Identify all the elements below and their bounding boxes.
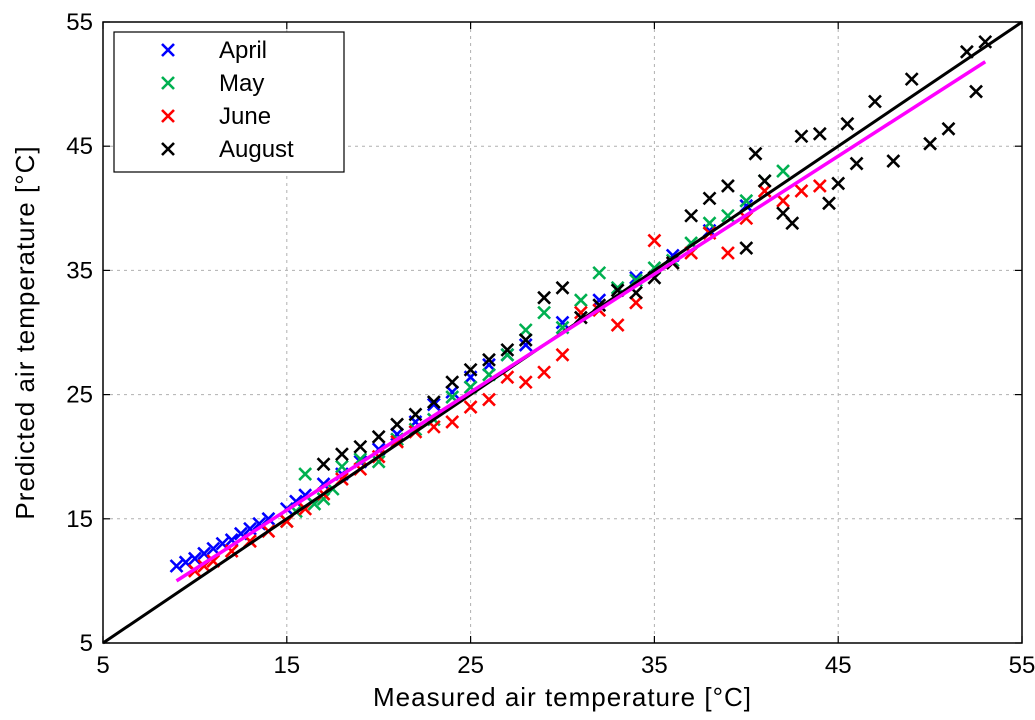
legend-box xyxy=(113,31,345,173)
series-august xyxy=(316,34,993,472)
x-tick-label: 45 xyxy=(825,652,852,679)
data-point xyxy=(537,305,552,320)
data-point xyxy=(721,246,735,260)
legend-marker xyxy=(161,142,175,156)
y-axis-label: Predicted air temperature [°C] xyxy=(10,145,40,519)
data-point xyxy=(748,146,763,161)
data-point xyxy=(555,280,570,295)
y-tick-label: 15 xyxy=(66,506,93,533)
data-point xyxy=(518,323,533,337)
y-tick-label: 25 xyxy=(66,382,93,409)
data-point xyxy=(721,179,735,193)
data-point xyxy=(206,541,221,556)
data-point xyxy=(573,293,588,308)
data-point xyxy=(408,407,423,422)
data-point xyxy=(629,295,643,310)
data-point xyxy=(904,72,919,87)
grid xyxy=(103,22,1022,643)
data-point xyxy=(941,121,956,136)
data-point xyxy=(822,196,836,211)
series-april xyxy=(169,198,754,573)
data-point xyxy=(537,290,552,305)
data-point xyxy=(610,318,625,332)
data-point xyxy=(849,156,864,171)
data-point xyxy=(353,452,368,467)
data-point xyxy=(776,193,790,208)
data-point xyxy=(518,333,533,347)
x-tick-label: 25 xyxy=(457,652,484,679)
y-tick-label: 35 xyxy=(66,257,93,284)
data-point xyxy=(969,84,983,99)
data-point xyxy=(445,415,460,429)
data-point xyxy=(794,183,809,198)
data-point xyxy=(482,392,496,407)
x-tick-label: 55 xyxy=(1009,652,1035,679)
x-tick-label: 5 xyxy=(96,652,109,679)
y-tick-label: 55 xyxy=(66,9,93,36)
data-point xyxy=(684,208,699,223)
y-tick-label: 5 xyxy=(80,630,93,657)
data-point xyxy=(812,179,827,193)
plot-area-frame xyxy=(102,21,1023,644)
data-point xyxy=(353,439,368,454)
data-point xyxy=(785,216,800,231)
data-point xyxy=(840,116,855,131)
legend-label: June xyxy=(219,103,271,130)
data-point xyxy=(592,265,607,280)
legend: April May June August xyxy=(113,31,345,173)
data-point xyxy=(555,347,570,362)
legend-marker xyxy=(161,43,175,57)
data-point xyxy=(537,365,552,380)
x-axis-label: Measured air temperature [°C] xyxy=(373,682,752,712)
series-june xyxy=(187,179,827,578)
data-point xyxy=(298,467,313,482)
x-tick-label: 35 xyxy=(641,652,668,679)
legend-label: April xyxy=(219,37,267,64)
data-point xyxy=(482,352,496,367)
data-point xyxy=(794,129,809,144)
data-point xyxy=(463,400,478,414)
legend-label: May xyxy=(219,70,264,97)
data-point xyxy=(426,397,441,412)
reference-lines xyxy=(102,20,1023,645)
data-point xyxy=(518,338,533,352)
data-point xyxy=(776,164,790,178)
x-tick-label: 15 xyxy=(273,652,300,679)
data-point xyxy=(739,241,754,255)
data-point xyxy=(500,342,515,357)
data-point xyxy=(812,126,827,141)
data-point xyxy=(757,174,772,188)
data-point xyxy=(316,457,331,472)
data-point xyxy=(923,136,938,151)
data-point xyxy=(500,347,515,362)
y-tick-label: 45 xyxy=(66,133,93,160)
data-point xyxy=(426,395,441,409)
fit-line xyxy=(175,60,987,583)
legend-marker xyxy=(161,109,175,123)
data-point xyxy=(445,375,460,390)
data-point xyxy=(555,315,570,330)
data-point xyxy=(335,447,349,462)
data-point xyxy=(482,357,496,372)
legend-marker xyxy=(161,76,175,90)
data-point xyxy=(647,233,662,248)
data-point xyxy=(886,154,901,169)
data-point xyxy=(445,385,460,400)
data-point xyxy=(371,429,386,444)
data-point xyxy=(390,417,404,432)
data-point xyxy=(702,216,717,231)
data-point xyxy=(702,191,717,206)
data-point xyxy=(518,375,533,390)
data-point xyxy=(868,94,882,109)
data-point xyxy=(169,559,184,573)
data-point xyxy=(463,362,478,377)
data-point xyxy=(831,176,846,191)
legend-label: August xyxy=(219,136,294,163)
